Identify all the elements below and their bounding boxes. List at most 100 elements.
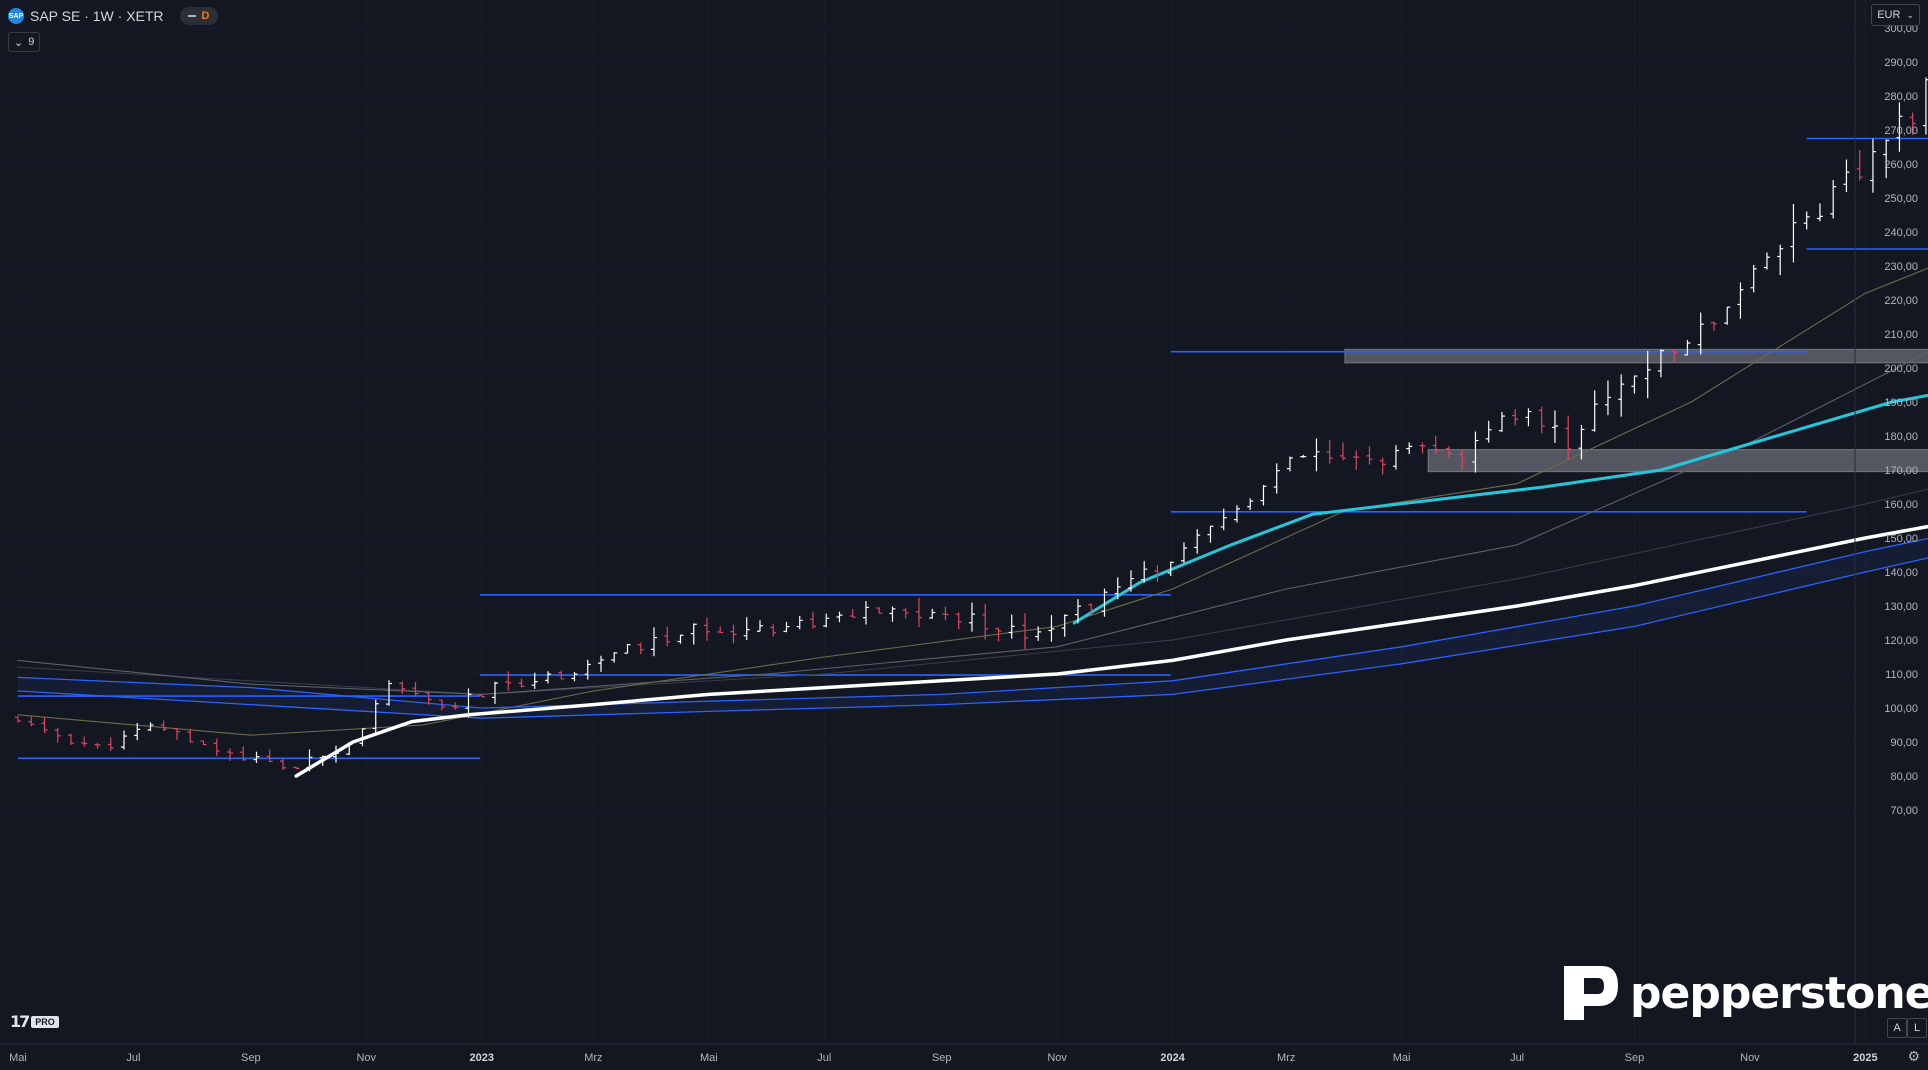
settings-gear-icon[interactable]: ⚙ [1907,1048,1920,1064]
price-bar [929,608,936,619]
price-bar [1684,339,1691,356]
price-bar [1432,435,1439,454]
time-tick-label: 2023 [469,1052,493,1064]
price-bar [1061,614,1068,637]
price-bar [1671,349,1678,362]
price-bar [1313,438,1320,472]
price-bar [1339,442,1346,461]
price-tick-label: 240,00 [1884,227,1918,239]
price-bar [1247,498,1254,511]
price-bar [1300,454,1307,458]
price-bar [1194,529,1201,554]
time-tick-label: Nov [1740,1052,1760,1064]
price-bar [1816,203,1823,222]
price-bar [1445,446,1452,459]
price-bar [1618,374,1625,417]
price-tick-label: 180,00 [1884,431,1918,443]
pepperstone-logo: pepperstone [1556,962,1928,1024]
price-bar [836,611,843,623]
data-status-badge[interactable]: D [179,7,218,25]
time-tick-label: Mai [1393,1052,1411,1064]
price-tick-label: 160,00 [1884,499,1918,511]
time-tick-label: Nov [356,1052,376,1064]
price-bar [624,644,631,654]
currency-label: EUR [1877,9,1901,21]
price-bar [1724,306,1731,325]
price-bar [1737,282,1744,319]
time-tick-label: Jul [817,1052,831,1064]
price-bar [452,702,459,710]
price-axis[interactable]: 70,00 80,00 90,00 100,00 110,00 120,00 130,00 1… [1884,23,1918,817]
chevron-down-icon: ⌄ [14,36,24,49]
price-bar [1101,588,1108,617]
symbol-logo-icon: SAP [8,8,24,24]
time-axis[interactable]: Mai Jul Sep Nov 2023 Mrz Mai Jul Sep Nov 2024 Mrz Ma… [9,1052,1928,1064]
price-bar [465,688,472,718]
price-tick-label: 190,00 [1884,397,1918,409]
price-bar [942,606,949,621]
price-bar [889,606,896,622]
price-bar [1843,159,1850,193]
price-bar [372,699,379,733]
price-tick-label: 220,00 [1884,295,1918,307]
price-bar [28,716,35,727]
price-bar [1538,406,1545,434]
price-bar [862,601,869,625]
price-bar [107,737,114,751]
price-bar [173,728,180,740]
time-tick-label: Sep [1625,1052,1645,1064]
minus-icon [187,15,196,17]
price-bar [783,621,790,633]
price-bar [1578,425,1585,460]
price-bar [332,745,339,763]
price-tick-label: 290,00 [1884,57,1918,69]
grid-lines [0,0,1928,1044]
price-bar [1777,244,1784,276]
time-tick-label: Mrz [584,1052,602,1064]
price-bar [54,727,61,743]
olive-sma-line [17,267,1928,736]
currency-selector[interactable]: EUR ⌄ [1871,4,1920,26]
price-bar [677,634,684,644]
price-bar [412,682,419,697]
moving-averages [17,267,1928,778]
price-bar [81,736,88,747]
support-zone [1344,348,1928,364]
price-bar [1909,112,1916,135]
log-scale-button[interactable]: L [1907,1018,1927,1038]
price-bar [399,681,406,694]
tradingview-logo: 17 PRO [10,1012,59,1031]
price-bar [1856,150,1863,181]
price-bar [94,742,101,749]
price-bar [1180,542,1187,563]
price-bar [266,749,273,763]
price-bar [385,680,392,706]
chart-title[interactable]: SAP SE · 1W · XETR [30,8,164,24]
price-bar [1697,312,1704,355]
pro-badge: PRO [31,1015,59,1028]
auto-scale-button[interactable]: A [1887,1018,1907,1038]
price-tick-label: 170,00 [1884,465,1918,477]
price-bar [1207,525,1214,543]
price-bar [531,672,538,689]
time-tick-label: 2025 [1853,1052,1877,1064]
price-bar [134,722,141,741]
price-bar [703,617,710,641]
price-tick-label: 80,00 [1890,771,1918,783]
price-bar [1127,570,1134,592]
price-tick-label: 70,00 [1890,805,1918,817]
price-tick-label: 230,00 [1884,261,1918,273]
price-bar [1750,264,1757,293]
price-bar [1220,508,1227,531]
price-bar [491,681,498,704]
indicators-toggle-button[interactable]: ⌄ 9 [8,32,41,52]
price-bar [359,728,366,747]
price-bar [1088,603,1095,616]
price-bar [650,627,657,657]
price-bar [1883,139,1890,179]
price-bar [1830,179,1837,219]
price-tick-label: 140,00 [1884,567,1918,579]
price-bar [743,617,750,640]
price-bar [1286,456,1293,472]
